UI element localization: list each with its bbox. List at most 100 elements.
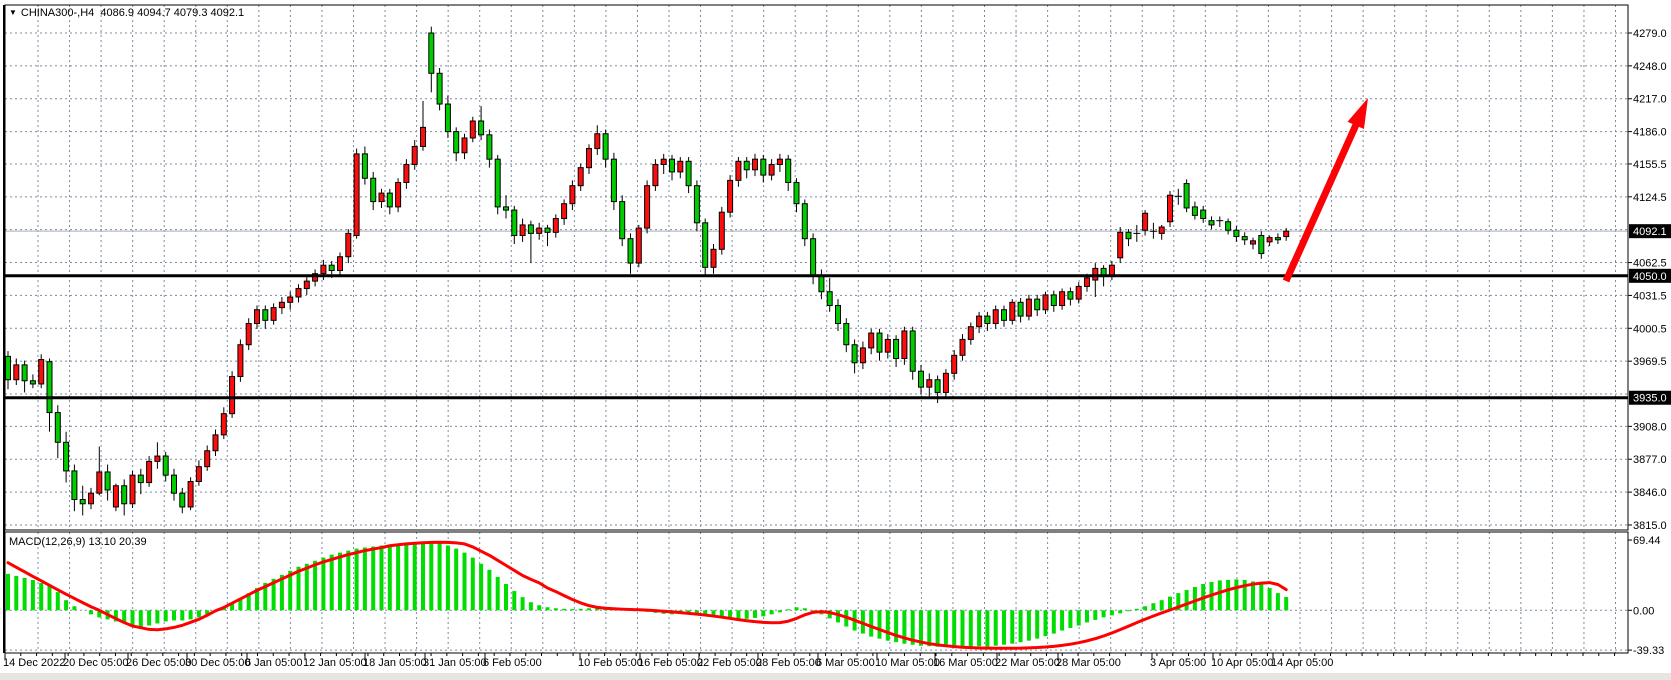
bull-candle bbox=[718, 211, 725, 250]
bull-candle bbox=[942, 372, 949, 393]
bull-candle bbox=[536, 227, 543, 234]
bull-candle bbox=[635, 227, 642, 264]
bear-candle bbox=[453, 131, 460, 154]
time-tick-label: 12 Jan 05:00 bbox=[303, 657, 367, 669]
bull-candle bbox=[1092, 267, 1099, 281]
trend-arrow-shaft[interactable] bbox=[1282, 120, 1361, 283]
bull-candle bbox=[112, 485, 119, 508]
trend-arrow-head[interactable] bbox=[1347, 98, 1368, 130]
bear-candle bbox=[1208, 220, 1215, 226]
bear-candle bbox=[760, 158, 767, 176]
bear-candle bbox=[851, 344, 858, 364]
bull-candle bbox=[577, 167, 584, 187]
bear-candle bbox=[801, 203, 808, 240]
time-tick-label: 16 Mar 05:00 bbox=[933, 657, 998, 669]
bear-candle bbox=[171, 474, 177, 494]
bear-candle bbox=[1233, 229, 1240, 238]
status-strip bbox=[0, 673, 1671, 680]
bear-candle bbox=[1001, 309, 1007, 321]
bull-candle bbox=[320, 264, 327, 275]
bull-candle bbox=[951, 354, 958, 374]
price-badge-label: 3935.0 bbox=[1633, 393, 1667, 405]
bull-candle bbox=[1167, 194, 1173, 223]
bull-candle bbox=[411, 145, 418, 165]
bear-candle bbox=[685, 160, 692, 187]
bull-candle bbox=[959, 338, 966, 356]
price-badge-hline-level bbox=[1629, 390, 1671, 405]
bear-candle bbox=[984, 315, 991, 325]
bull-candle bbox=[220, 413, 227, 436]
bull-candle bbox=[88, 492, 94, 505]
bear-candle bbox=[702, 222, 709, 268]
bear-candle bbox=[826, 291, 833, 306]
bear-candle bbox=[527, 224, 534, 234]
bull-candle bbox=[660, 158, 667, 165]
bull-candle bbox=[461, 137, 468, 154]
bear-candle bbox=[328, 264, 335, 272]
price-axis[interactable] bbox=[1629, 0, 1671, 673]
bull-candle bbox=[38, 359, 45, 385]
price-tick-label: 4155.5 bbox=[1633, 159, 1667, 171]
bull-candle bbox=[187, 481, 194, 508]
price-badge-label: 4092.1 bbox=[1633, 226, 1667, 238]
bull-candle bbox=[204, 450, 211, 468]
bear-candle bbox=[179, 492, 186, 508]
bear-candle bbox=[121, 485, 128, 505]
time-tick-label: 20 Dec 05:00 bbox=[63, 657, 128, 669]
price-tick-label: 4279.0 bbox=[1633, 28, 1667, 40]
bull-candle bbox=[237, 344, 244, 378]
symbol-dropdown-icon[interactable]: ▼ bbox=[9, 8, 17, 17]
price-tick-label: 4186.0 bbox=[1633, 127, 1667, 139]
bull-candle bbox=[776, 158, 783, 165]
time-tick-label: 10 Apr 05:00 bbox=[1211, 657, 1273, 669]
bull-candle bbox=[992, 309, 999, 325]
bull-candle bbox=[378, 192, 385, 203]
bear-candle bbox=[494, 158, 501, 208]
time-tick-label: 10 Feb 05:00 bbox=[578, 657, 643, 669]
macd-panel-area[interactable] bbox=[5, 532, 1628, 653]
price-tick-label: 4000.5 bbox=[1633, 323, 1667, 335]
bull-candle bbox=[1250, 240, 1256, 245]
macd-tick-label: 69.44 bbox=[1633, 535, 1661, 547]
time-tick-label: 3 Apr 05:00 bbox=[1150, 657, 1206, 669]
bull-candle bbox=[345, 232, 352, 258]
time-tick-label: 6 Feb 05:00 bbox=[483, 657, 542, 669]
bull-candle bbox=[254, 309, 260, 325]
bull-candle bbox=[245, 323, 252, 346]
bull-candle bbox=[13, 364, 20, 381]
bull-candle bbox=[287, 296, 294, 303]
bear-candle bbox=[511, 209, 518, 237]
bear-candle bbox=[104, 471, 111, 491]
time-tick-label: 30 Dec 05:00 bbox=[185, 657, 250, 669]
bull-candle bbox=[768, 163, 775, 176]
bull-candle bbox=[1283, 230, 1290, 238]
time-tick-label: 18 Jan 05:00 bbox=[363, 657, 427, 669]
bear-candle bbox=[1125, 231, 1132, 240]
bear-candle bbox=[162, 455, 169, 476]
price-tick-label: 4124.5 bbox=[1633, 192, 1667, 204]
bull-candle bbox=[146, 460, 153, 484]
bull-candle bbox=[96, 471, 103, 494]
price-badge-label: 4050.0 bbox=[1633, 271, 1667, 283]
time-tick-label: 22 Feb 05:00 bbox=[697, 657, 762, 669]
bear-candle bbox=[46, 361, 53, 414]
bear-candle bbox=[785, 158, 792, 184]
bull-candle bbox=[677, 160, 684, 173]
time-axis[interactable] bbox=[0, 654, 1671, 674]
price-tick-label: 3969.5 bbox=[1633, 356, 1667, 368]
bull-candle bbox=[212, 434, 219, 452]
bear-candle bbox=[1241, 236, 1248, 241]
main-chart-area[interactable] bbox=[5, 5, 1628, 530]
bear-candle bbox=[54, 412, 61, 443]
time-tick-label: 28 Feb 05:00 bbox=[756, 657, 821, 669]
bull-candle bbox=[353, 153, 360, 237]
time-tick-label: 6 Mar 05:00 bbox=[816, 657, 875, 669]
bear-candle bbox=[478, 120, 485, 136]
bull-candle bbox=[1075, 285, 1082, 300]
bull-candle bbox=[868, 332, 875, 349]
bull-candle bbox=[129, 474, 136, 505]
price-tick-label: 3877.0 bbox=[1633, 454, 1667, 466]
bear-candle bbox=[1258, 235, 1265, 255]
bear-candle bbox=[428, 32, 435, 74]
